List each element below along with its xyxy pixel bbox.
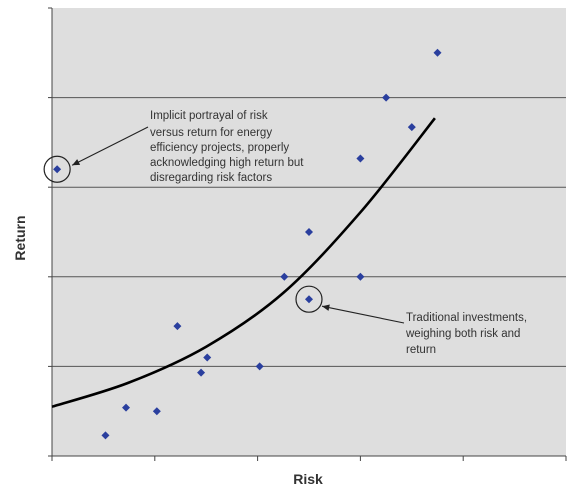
annotation-energy-efficiency-line: efficiency projects, properly	[150, 142, 289, 154]
data-point	[356, 154, 365, 163]
data-point	[356, 272, 365, 281]
data-point	[152, 407, 161, 416]
x-axis-label: Risk	[293, 471, 323, 487]
highlight-circle	[295, 285, 323, 313]
annotation-energy-efficiency-line: versus return for energy	[150, 127, 272, 139]
annotation-energy-efficiency: Implicit portrayal of risk versus return…	[150, 110, 307, 184]
data-point	[382, 93, 391, 102]
y-axis-label: Return	[12, 215, 28, 260]
arrow-head	[72, 159, 81, 166]
annotation-energy-efficiency-line: Implicit portrayal of risk	[150, 110, 268, 122]
annotation-energy-efficiency-line: disregarding risk factors	[150, 172, 272, 184]
annotation-arrows	[71, 126, 405, 324]
data-point	[122, 403, 131, 412]
data-point	[255, 362, 264, 371]
data-point	[407, 123, 416, 132]
arrow-head	[322, 304, 330, 311]
annotation-energy-efficiency-line: acknowledging high return but	[150, 157, 304, 169]
highlight-circle	[43, 155, 71, 183]
data-point	[305, 295, 313, 304]
annotation-traditional-line: return	[406, 344, 436, 356]
axes	[48, 7, 567, 461]
data-point	[53, 165, 62, 174]
arrow-line	[321, 305, 405, 324]
data-point	[433, 48, 442, 57]
arrow-line	[71, 126, 149, 166]
risk-return-curve	[51, 117, 436, 408]
highlight-circles	[43, 155, 323, 313]
annotation-traditional-line: weighing both risk and	[405, 328, 520, 340]
data-point	[280, 272, 289, 281]
gridlines	[52, 97, 566, 367]
annotation-traditional-line: Traditional investments,	[406, 312, 527, 324]
data-point	[101, 431, 110, 440]
annotation-traditional-investments: Traditional investments, weighing both r…	[405, 312, 530, 356]
data-point	[305, 228, 313, 236]
data-points	[53, 48, 442, 440]
data-point	[173, 322, 182, 331]
data-point	[197, 368, 206, 377]
data-point	[203, 353, 212, 362]
